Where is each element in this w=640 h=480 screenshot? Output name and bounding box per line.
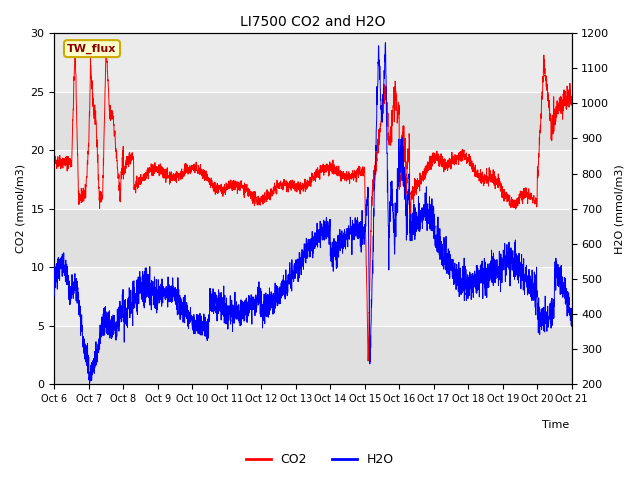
Y-axis label: H2O (mmol/m3): H2O (mmol/m3) (615, 164, 625, 253)
Legend: CO2, H2O: CO2, H2O (241, 448, 399, 471)
Text: TW_flux: TW_flux (67, 44, 116, 54)
Title: LI7500 CO2 and H2O: LI7500 CO2 and H2O (240, 15, 386, 29)
Bar (54, 150, 572, 209)
X-axis label: Time: Time (543, 420, 570, 430)
Y-axis label: CO2 (mmol/m3): CO2 (mmol/m3) (15, 164, 25, 253)
Bar (54, 267, 572, 326)
Bar (54, 33, 572, 92)
